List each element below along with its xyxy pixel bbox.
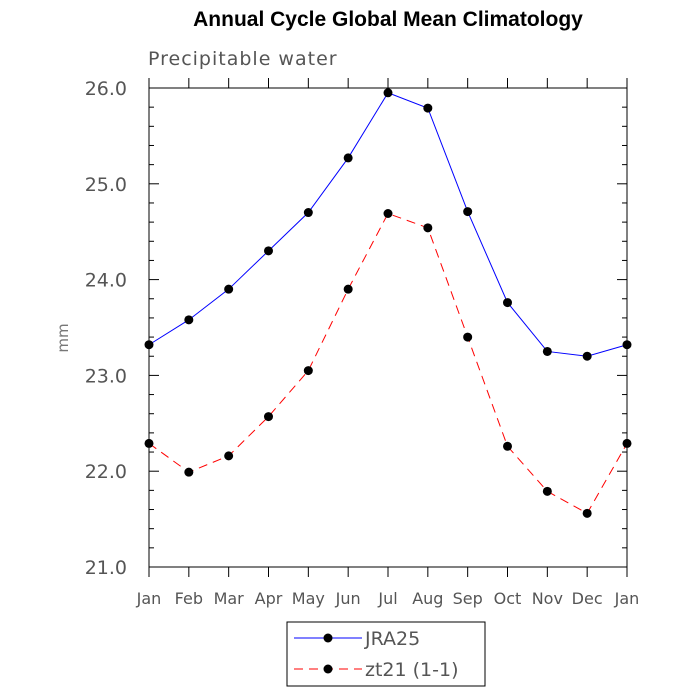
x-tick-label: Jan	[136, 589, 162, 608]
chart-title: Annual Cycle Global Mean Climatology	[193, 8, 583, 31]
data-point	[343, 153, 353, 163]
data-point	[383, 208, 393, 218]
y-tick-labels: 21.0 22.0 23.0 24.0 25.0 26.0	[85, 78, 127, 579]
x-tick-label: Jan	[614, 589, 640, 608]
x-tick-label: Feb	[175, 589, 203, 608]
data-point	[423, 223, 433, 233]
legend-label: JRA25	[364, 628, 420, 650]
x-tick-label: Nov	[532, 589, 563, 608]
chart-subtitle: Precipitable water	[148, 48, 338, 70]
x-tick-label: Dec	[572, 589, 603, 608]
data-point	[343, 284, 353, 294]
data-point	[303, 366, 313, 376]
x-tick-label: Jul	[377, 589, 397, 608]
data-point	[303, 208, 313, 218]
data-point	[622, 438, 632, 448]
x-tick-label: May	[292, 589, 325, 608]
y-axis-label: mm	[54, 323, 72, 352]
data-point	[264, 412, 273, 422]
data-point	[383, 88, 393, 98]
x-tick-label: Aug	[412, 589, 443, 608]
x-tick-label: Jun	[335, 589, 361, 608]
legend-box	[286, 621, 486, 687]
data-point	[582, 351, 592, 361]
series-line	[148, 212, 628, 515]
data-point	[264, 246, 273, 256]
data-point	[224, 451, 234, 461]
series-line	[148, 92, 628, 357]
data-point	[144, 340, 154, 350]
y-tick-label: 26.0	[85, 78, 127, 100]
x-tick-labels: Jan Feb Mar Apr May Jun Jul Aug Sep Oct Nov Dec Jan	[136, 589, 640, 608]
data-point	[144, 438, 154, 448]
data-point	[184, 315, 194, 325]
y-tick-label: 22.0	[85, 461, 127, 483]
axis-ticks	[148, 78, 628, 577]
x-tick-label: Apr	[255, 589, 283, 608]
data-point	[463, 332, 473, 342]
x-tick-label: Mar	[214, 589, 245, 608]
y-tick-label: 23.0	[85, 365, 127, 387]
x-tick-label: Sep	[453, 589, 483, 608]
data-point	[503, 441, 512, 451]
data-point	[542, 486, 552, 496]
data-point	[224, 284, 234, 294]
plot-frame	[148, 87, 628, 568]
legend: JRA25 zt21 (1-1)	[286, 621, 486, 687]
series-group	[144, 88, 632, 518]
data-point	[463, 207, 473, 217]
data-point	[423, 103, 433, 113]
data-point	[542, 346, 552, 356]
data-point	[503, 298, 512, 308]
y-tick-label: 21.0	[85, 557, 127, 579]
legend-marker	[323, 633, 333, 643]
legend-marker	[323, 664, 333, 674]
data-point	[184, 467, 194, 477]
data-point	[622, 340, 632, 350]
data-point	[582, 508, 592, 518]
x-tick-label: Oct	[494, 589, 522, 608]
y-tick-label: 24.0	[85, 270, 127, 292]
y-tick-label: 25.0	[85, 174, 127, 196]
legend-label: zt21 (1-1)	[365, 659, 459, 681]
